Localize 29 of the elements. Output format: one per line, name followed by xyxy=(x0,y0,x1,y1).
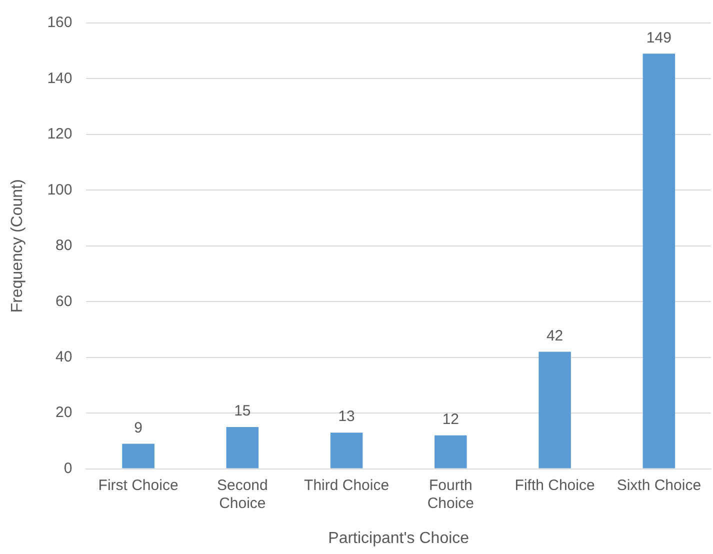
y-tick-label: 0 xyxy=(64,460,72,477)
x-tick-label: Sixth Choice xyxy=(616,476,702,494)
bar xyxy=(330,432,363,468)
bar xyxy=(226,427,259,468)
data-label: 15 xyxy=(234,402,251,420)
data-label: 13 xyxy=(338,408,355,426)
y-axis-title: Frequency (Count) xyxy=(9,179,26,313)
x-tick-label: Fourth Choice xyxy=(427,476,474,512)
y-tick-label: 40 xyxy=(56,348,72,366)
y-tick-label: 60 xyxy=(56,292,72,310)
y-tick-label: 20 xyxy=(56,404,72,422)
data-label: 149 xyxy=(646,29,672,46)
x-tick-label: Fifth Choice xyxy=(514,476,595,494)
bar xyxy=(434,435,467,468)
x-tick-label: Third Choice xyxy=(304,476,390,494)
x-tick-label: Second Choice xyxy=(216,476,268,512)
y-tick-label: 120 xyxy=(47,126,72,143)
x-tick-label: First Choice xyxy=(98,476,178,494)
bar xyxy=(538,352,571,468)
data-label: 12 xyxy=(442,411,460,428)
data-label: 9 xyxy=(134,419,142,436)
y-tick-label: 100 xyxy=(47,181,72,198)
bar xyxy=(122,444,154,468)
y-tick-label: 140 xyxy=(47,70,72,87)
data-label: 42 xyxy=(546,327,564,344)
y-tick-label: 80 xyxy=(56,237,72,254)
y-tick-label: 160 xyxy=(47,14,72,32)
bar xyxy=(642,54,676,468)
x-axis-title: Participant's Choice xyxy=(328,530,470,547)
